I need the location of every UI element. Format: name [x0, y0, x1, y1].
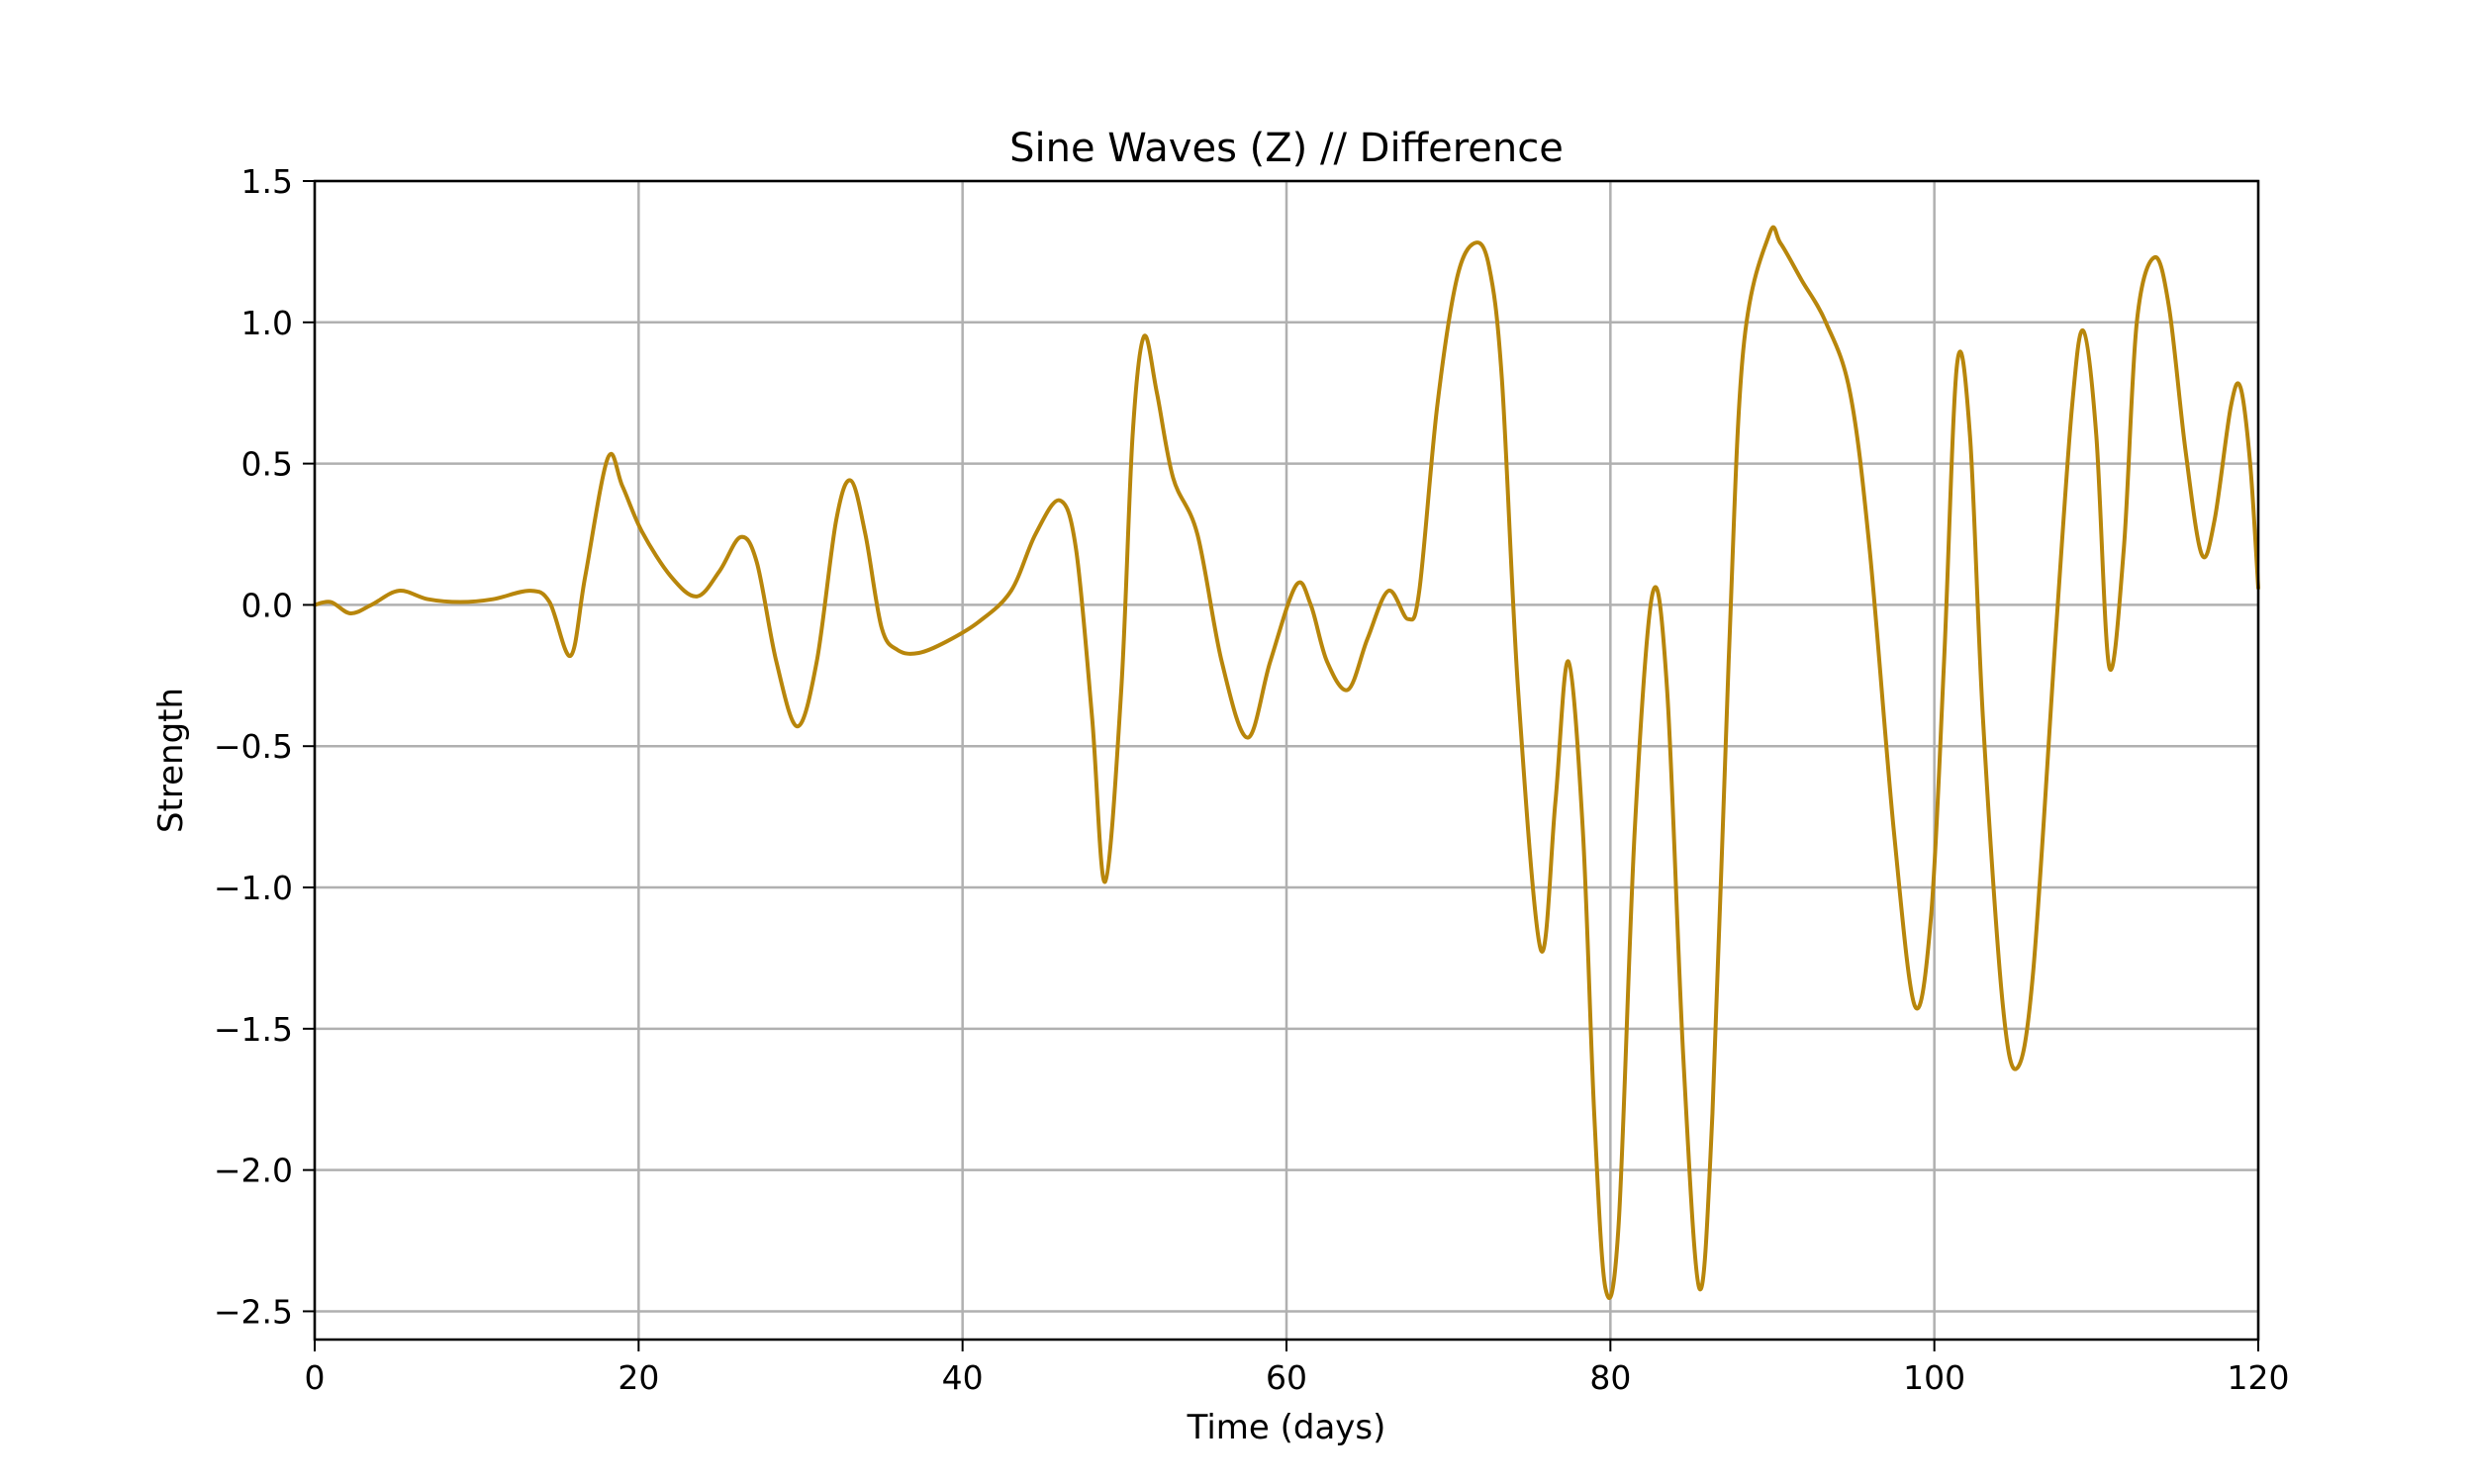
x-tick-label: 120 [2228, 1358, 2290, 1397]
x-tick-label: 40 [942, 1358, 984, 1397]
y-tick-label: −0.5 [214, 727, 293, 766]
y-tick-label: −1.5 [214, 1010, 293, 1049]
series-line [313, 225, 2260, 1300]
grid [313, 179, 2260, 1340]
y-tick-label: 1.5 [241, 162, 293, 201]
x-tick-label: 80 [1589, 1358, 1631, 1397]
x-axis-label: Time (days) [1187, 1408, 1386, 1447]
y-tick-label: −2.0 [214, 1152, 293, 1190]
x-tick-label: 20 [618, 1358, 659, 1397]
y-tick-label: 0.5 [241, 445, 293, 484]
y-axis-label: Strength [151, 688, 191, 833]
x-tick-label: 60 [1266, 1358, 1307, 1397]
y-tick-label: −2.5 [214, 1292, 293, 1331]
chart-title: Sine Waves (Z) // Difference [1009, 126, 1564, 171]
y-tick-label: 1.0 [241, 304, 293, 342]
y-tick-label: −1.0 [214, 869, 293, 907]
x-tick-label: 0 [305, 1358, 326, 1397]
x-tick-label: 100 [1903, 1358, 1965, 1397]
y-tick-label: 0.0 [241, 586, 293, 624]
axis-ticks: 0 20 40 60 80 100 120 −2.5 −2.0 −1.5 −1.0 −0.5 0.0 0.… [214, 162, 2290, 1397]
